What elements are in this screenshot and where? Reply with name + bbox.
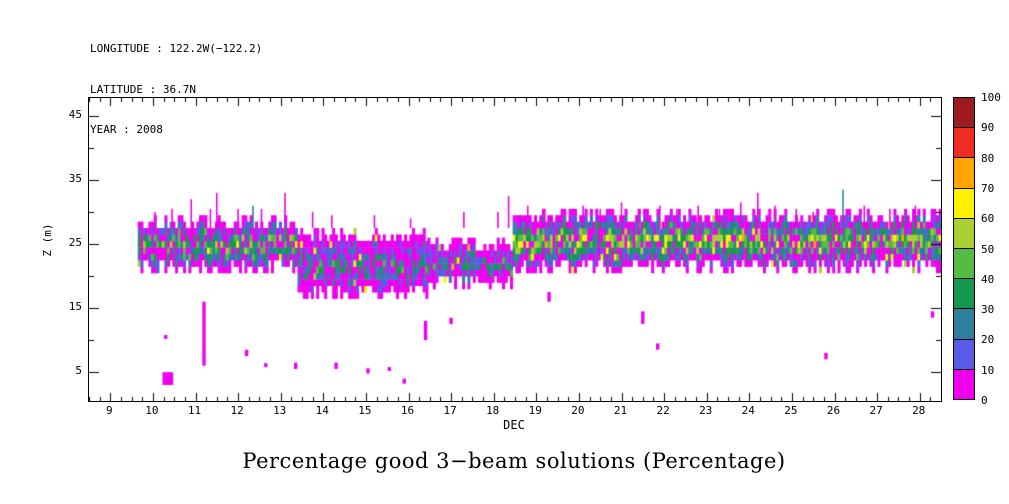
colorbar-segment [954,309,974,340]
x-tick-label: 19 [528,404,542,417]
x-tick-label: 25 [784,404,798,417]
x-tick-label: 18 [486,404,500,417]
y-tick-label: 35 [68,171,82,185]
colorbar-tick-label: 60 [981,212,995,226]
x-tick-label: 11 [187,404,202,417]
x-axis-title: DEC [503,418,525,432]
x-tick-label: 16 [400,404,415,417]
colorbar-tick-label: 10 [981,363,995,377]
colorbar-tick-label: 100 [981,91,1001,104]
colorbar-segment [954,98,974,129]
x-tick-label: 28 [912,404,926,417]
x-tick-label: 24 [741,404,755,417]
colorbar-segment [954,249,974,280]
longitude-label: LONGITUDE : 122.2W(−122.2) [90,42,263,55]
colorbar-tick-label: 40 [981,272,995,286]
x-tick-label: 26 [826,404,841,417]
chart-title: Percentage good 3−beam solutions (Percen… [242,449,786,473]
x-tick-label: 15 [358,404,372,417]
colorbar-tick-label: 80 [981,151,995,165]
x-tick-label: 14 [315,404,329,417]
y-tick-label: 45 [68,107,82,121]
y-tick-label: 5 [75,364,82,378]
colorbar-tick-label: 70 [981,181,995,195]
y-tick-label: 25 [68,236,82,250]
x-tick-label: 17 [443,404,457,417]
x-tick-label: 13 [273,404,287,417]
x-tick-label: 23 [699,404,713,417]
colorbar-segment [954,128,974,159]
colorbar-segment [954,188,974,219]
colorbar-segment [954,158,974,189]
x-tick-label: 9 [105,404,113,417]
colorbar [953,97,975,400]
y-tick-label: 15 [68,300,82,314]
x-tick-label: 22 [656,404,670,417]
x-tick-label: 21 [613,404,628,417]
latitude-label: LATITUDE : 36.7N [90,82,196,96]
x-tick-label: 10 [145,404,159,417]
heatmap-canvas [89,98,941,401]
colorbar-tick-label: 20 [981,333,995,347]
colorbar-tick-label: 30 [981,303,995,317]
x-tick-label: 12 [230,404,244,417]
colorbar-segment [954,279,974,310]
colorbar-tick-label: 90 [981,121,995,135]
x-tick-label: 27 [869,404,883,417]
colorbar-segment [954,369,974,400]
colorbar-segment [954,339,974,370]
plot-frame [88,97,942,402]
x-tick-label: 20 [571,404,585,417]
colorbar-segment [954,218,974,250]
colorbar-tick-label: 0 [981,394,988,407]
colorbar-tick-label: 50 [981,242,995,256]
